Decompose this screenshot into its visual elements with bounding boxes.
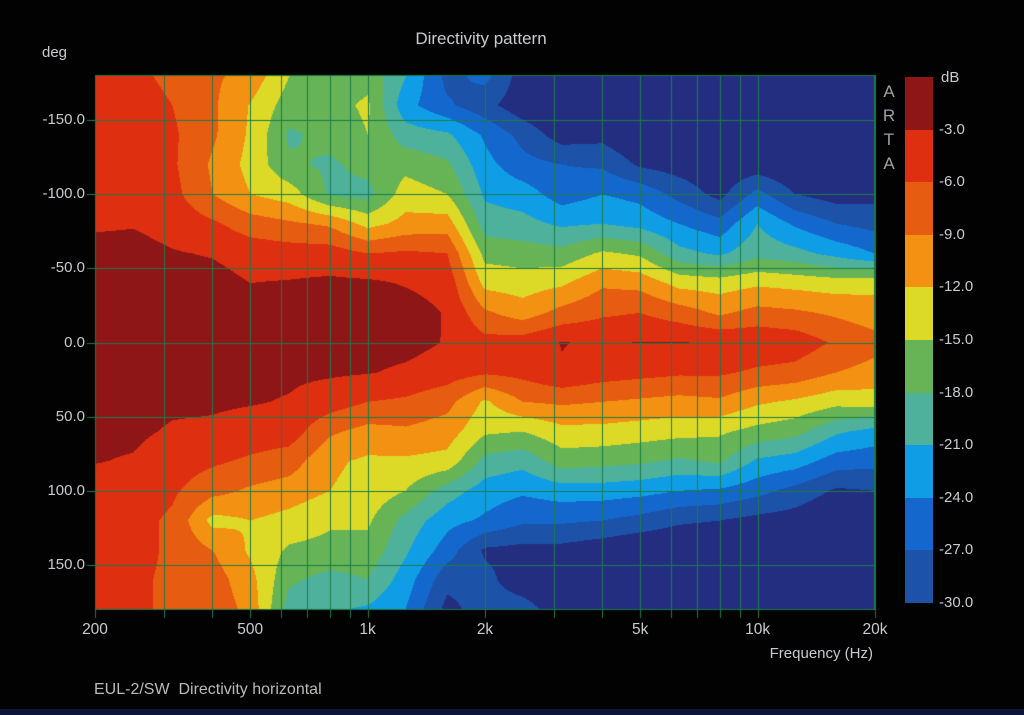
colorbar-segment bbox=[905, 77, 933, 130]
colorbar-segment bbox=[905, 392, 933, 446]
colorbar-tick-label: -30.0 bbox=[939, 594, 974, 611]
colorbar-unit-label: dB bbox=[941, 69, 960, 86]
y-tick-label: 0.0 bbox=[64, 333, 85, 351]
y-tick-label: -100.0 bbox=[42, 184, 85, 202]
colorbar-tick-label: -27.0 bbox=[939, 541, 974, 559]
colorbar-segment bbox=[905, 339, 933, 393]
colorbar-segment bbox=[905, 445, 933, 498]
x-tick-label: 20k bbox=[862, 621, 888, 638]
x-tick-label: 200 bbox=[82, 621, 108, 638]
arta-letter: T bbox=[883, 130, 895, 149]
x-tick-label: 10k bbox=[745, 621, 771, 638]
colorbar-segment bbox=[905, 234, 933, 288]
x-tick-label: 500 bbox=[237, 621, 264, 638]
colorbar-segment bbox=[905, 287, 933, 340]
colorbar-tick-label: -6.0 bbox=[939, 173, 965, 191]
y-tick-label: 150.0 bbox=[47, 556, 85, 574]
colorbar-tick-label: -21.0 bbox=[939, 436, 974, 454]
x-tick-label: 5k bbox=[632, 621, 649, 638]
bottom-edge-strip bbox=[0, 709, 1024, 715]
arta-letter: A bbox=[883, 82, 895, 101]
y-tick-label: 50.0 bbox=[55, 407, 85, 425]
colorbar-tick-label: -15.0 bbox=[939, 331, 974, 348]
page-title: Directivity pattern bbox=[415, 29, 547, 48]
colorbar-segment bbox=[905, 497, 933, 551]
arta-letter: A bbox=[883, 154, 895, 173]
colorbar-tick-label: -24.0 bbox=[939, 488, 974, 506]
measurement-caption: EUL-2/SW Directivity horizontal bbox=[94, 681, 322, 698]
colorbar-segment bbox=[905, 129, 933, 183]
y-tick-label: -150.0 bbox=[42, 110, 85, 128]
x-tick-label: 2k bbox=[476, 621, 494, 638]
colorbar-tick-label: -12.0 bbox=[939, 278, 974, 296]
arta-letter: R bbox=[882, 106, 896, 125]
colorbar-segment bbox=[905, 182, 933, 235]
y-tick-label: 100.0 bbox=[47, 482, 85, 500]
y-tick-label: -50.0 bbox=[50, 259, 85, 277]
x-tick-label: 1k bbox=[359, 621, 376, 638]
colorbar bbox=[905, 77, 933, 603]
x-axis-label: Frequency (Hz) bbox=[769, 645, 873, 662]
colorbar-tick-label: -9.0 bbox=[939, 225, 965, 243]
colorbar-segment bbox=[905, 550, 933, 603]
colorbar-tick-label: -18.0 bbox=[939, 383, 974, 401]
colorbar-tick-label: -3.0 bbox=[939, 120, 965, 138]
y-axis-unit-label: deg bbox=[42, 44, 68, 61]
